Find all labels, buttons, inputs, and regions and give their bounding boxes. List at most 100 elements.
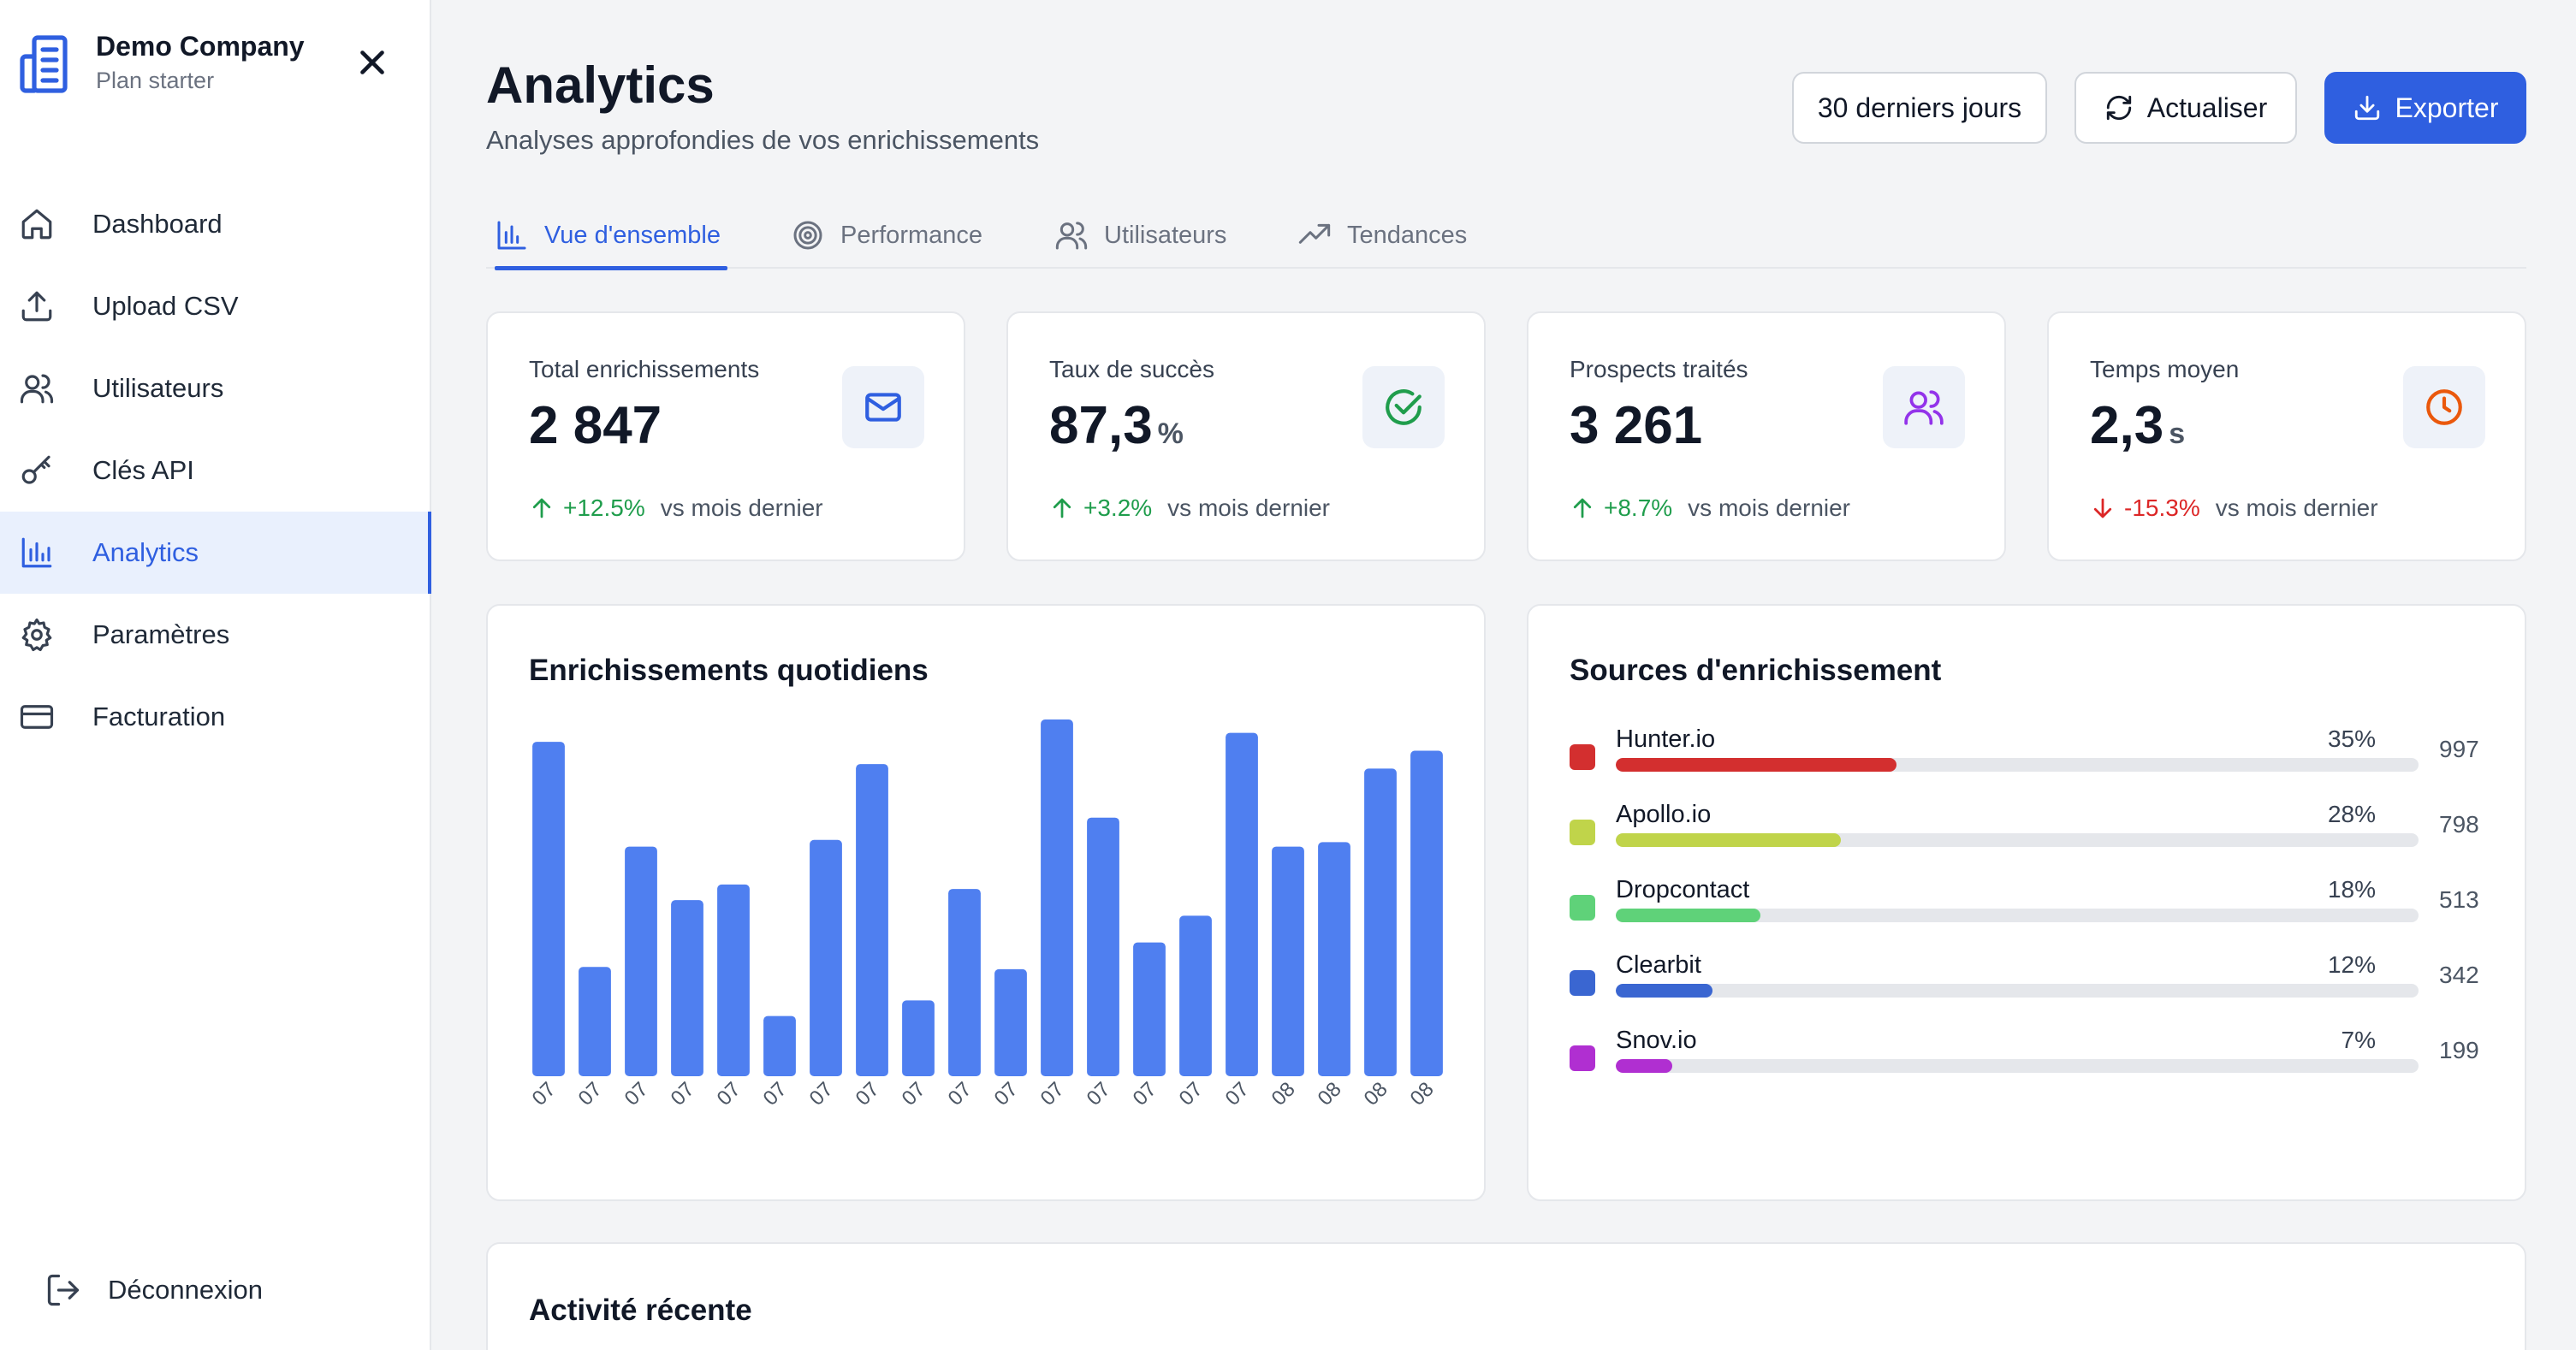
source-percent: 35% xyxy=(2327,725,2376,752)
source-row-apollo: Apollo.io 28% 798 xyxy=(1570,801,2480,876)
sidebar-item-label: Paramètres xyxy=(92,619,230,649)
chart-bar[interactable] xyxy=(671,900,703,1076)
tab-label: Tendances xyxy=(1347,221,1468,249)
sidebar-item-label: Clés API xyxy=(92,455,194,485)
chart-bar[interactable] xyxy=(902,1000,935,1076)
tab-performance[interactable]: Performance xyxy=(791,202,982,269)
source-row-clearbit: Clearbit 12% 342 xyxy=(1570,951,2480,1027)
source-progress-fill xyxy=(1616,1059,1672,1073)
source-name: Clearbit xyxy=(1616,951,1701,979)
source-progress-fill xyxy=(1616,833,1841,847)
chart-x-tick-label: 07 xyxy=(990,1078,1023,1110)
source-name: Apollo.io xyxy=(1616,801,1712,828)
stat-change: +8.7% vs mois dernier xyxy=(1570,494,1850,522)
stat-change: +12.5% vs mois dernier xyxy=(529,494,823,522)
page-title: Analytics xyxy=(486,56,715,114)
sidebar-item-parametres[interactable]: Paramètres xyxy=(0,594,431,676)
download-icon xyxy=(2354,95,2379,121)
source-swatch xyxy=(1570,820,1595,845)
chart-bar[interactable] xyxy=(948,889,981,1076)
tab-tendances[interactable]: Tendances xyxy=(1297,202,1467,269)
export-button[interactable]: Exporter xyxy=(2324,72,2526,144)
chart-bar[interactable] xyxy=(1179,915,1212,1076)
bar-chart-icon xyxy=(497,221,526,250)
chart-bar[interactable] xyxy=(1272,846,1304,1076)
chart-bar[interactable] xyxy=(1133,942,1166,1076)
sidebar-item-dashboard[interactable]: Dashboard xyxy=(0,183,431,265)
brand: Demo Company Plan starter xyxy=(19,29,305,98)
sidebar-item-facturation[interactable]: Facturation xyxy=(0,676,431,758)
stat-label: Temps moyen xyxy=(2090,356,2240,382)
sidebar-item-utilisateurs[interactable]: Utilisateurs xyxy=(0,347,431,429)
chart-x-tick-label: 07 xyxy=(898,1078,930,1110)
users-icon xyxy=(1904,390,1944,425)
chart-bar[interactable] xyxy=(1318,842,1350,1076)
chart-x-tick-label: 08 xyxy=(1360,1078,1392,1110)
source-row-dropcontact: Dropcontact 18% 513 xyxy=(1570,876,2480,951)
arrow-up-icon xyxy=(532,498,551,518)
chart-bar[interactable] xyxy=(625,846,657,1076)
stat-card-prospects: Prospects traités 3 261 +8.7% vs mois der… xyxy=(1527,311,2006,561)
chart-x-tick-label: 07 xyxy=(667,1078,699,1110)
credit-card-icon xyxy=(20,705,54,729)
chart-bar[interactable] xyxy=(717,884,750,1076)
chart-bar[interactable] xyxy=(1364,768,1397,1076)
sidebar: Demo Company Plan starter Dashboard Uplo… xyxy=(0,0,431,1350)
users-icon xyxy=(1055,222,1088,250)
sidebar-nav: Dashboard Upload CSV Utilisateurs Clés A… xyxy=(0,183,431,758)
source-count: 342 xyxy=(2439,962,2479,988)
source-progress-track xyxy=(1616,909,2419,922)
source-progress-fill xyxy=(1616,758,1897,772)
chart-bar[interactable] xyxy=(1226,732,1258,1076)
chart-x-tick-label: 07 xyxy=(1175,1078,1208,1110)
stat-change: -15.3% vs mois dernier xyxy=(2090,494,2378,522)
stat-label: Total enrichissements xyxy=(529,356,760,382)
chart-x-tick-label: 07 xyxy=(852,1078,884,1110)
sidebar-item-cles-api[interactable]: Clés API xyxy=(0,429,431,512)
chart-bar[interactable] xyxy=(1041,719,1073,1076)
chart-x-tick-label: 07 xyxy=(574,1078,607,1110)
tab-label: Vue d'ensemble xyxy=(544,221,721,249)
mail-icon xyxy=(865,393,901,422)
close-icon[interactable] xyxy=(353,43,392,82)
source-percent: 28% xyxy=(2327,801,2376,827)
recent-activity-title: Activité récente xyxy=(529,1294,752,1327)
stat-label: Taux de succès xyxy=(1049,356,1214,382)
source-name: Hunter.io xyxy=(1616,725,1716,753)
chart-bar[interactable] xyxy=(856,764,888,1076)
date-range-value: 30 derniers jours xyxy=(1817,92,2022,123)
chart-bar[interactable] xyxy=(763,1015,796,1076)
arrow-up-icon xyxy=(1573,498,1592,518)
source-progress-track xyxy=(1616,833,2419,847)
chart-bar[interactable] xyxy=(532,742,565,1076)
logout-button[interactable]: Déconnexion xyxy=(45,1271,263,1309)
stat-icon-box xyxy=(842,366,924,448)
source-percent: 12% xyxy=(2327,951,2376,978)
clock-icon xyxy=(2426,389,2462,425)
logout-icon xyxy=(47,1274,80,1306)
sidebar-item-analytics[interactable]: Analytics xyxy=(0,512,431,594)
source-progress-fill xyxy=(1616,909,1760,922)
chart-x-tick-label: 07 xyxy=(1129,1078,1161,1110)
chart-bar[interactable] xyxy=(1410,750,1443,1076)
check-circle-icon xyxy=(1386,389,1422,425)
chart-bar[interactable] xyxy=(1087,817,1119,1076)
chart-bar[interactable] xyxy=(810,839,842,1076)
stat-card-avg-time: Temps moyen 2,3 s -15.3% vs mois dernier xyxy=(2047,311,2526,561)
source-row-hunter: Hunter.io 35% 997 xyxy=(1570,725,2480,801)
stat-card-total: Total enrichissements 2 847 +12.5% vs moi… xyxy=(486,311,965,561)
tab-overview[interactable]: Vue d'ensemble xyxy=(495,202,727,270)
chart-title: Enrichissements quotidiens xyxy=(529,654,929,687)
chart-bar[interactable] xyxy=(579,967,611,1076)
chart-x-tick-label: 07 xyxy=(759,1078,792,1110)
tab-utilisateurs[interactable]: Utilisateurs xyxy=(1054,202,1226,269)
sidebar-item-upload-csv[interactable]: Upload CSV xyxy=(0,265,431,347)
chart-bar[interactable] xyxy=(994,968,1027,1076)
source-progress-track xyxy=(1616,1059,2419,1073)
chart-x-tick-label: 07 xyxy=(1036,1078,1069,1110)
source-progress-track xyxy=(1616,758,2419,772)
refresh-button[interactable]: Actualiser xyxy=(2074,72,2297,144)
chart-x-tick-label: 07 xyxy=(528,1078,561,1110)
date-range-select[interactable]: 30 derniers jours xyxy=(1792,72,2047,144)
chart-x-tick-label: 07 xyxy=(1221,1078,1254,1110)
